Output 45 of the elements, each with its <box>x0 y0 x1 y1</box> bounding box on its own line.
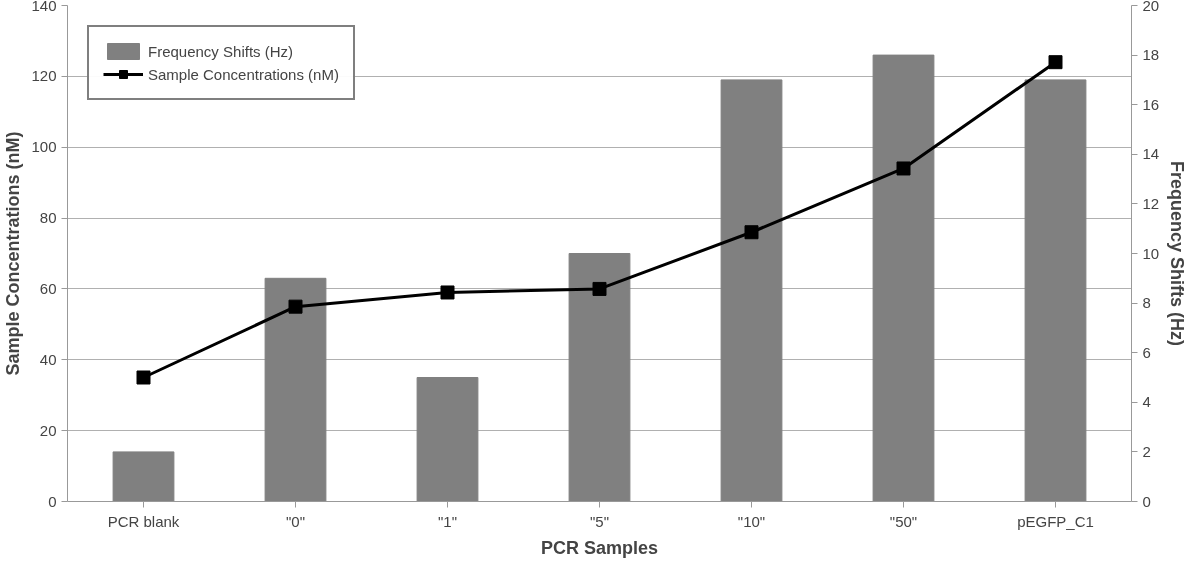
x-axis-title: PCR Samples <box>540 537 659 558</box>
y2-tick-label: 20 <box>1142 0 1160 14</box>
y2-tick-label: 16 <box>1142 95 1160 113</box>
y-tick-label: 20 <box>39 421 57 439</box>
y2-tick-label: 0 <box>1142 492 1151 510</box>
point <box>592 281 607 296</box>
bar <box>1024 79 1087 502</box>
x-tick-label: PCR blank <box>107 512 180 530</box>
legend-label: Frequency Shifts (Hz) <box>148 42 294 60</box>
y2-tick-label: 10 <box>1142 244 1160 262</box>
point <box>288 299 303 314</box>
bar <box>720 79 783 502</box>
y2-tick-label: 12 <box>1142 194 1160 212</box>
bar <box>568 253 631 502</box>
x-tick-label: "50" <box>889 512 918 530</box>
x-tick-label: "1" <box>438 512 457 530</box>
point <box>136 370 151 385</box>
bar <box>416 377 479 502</box>
legend-label: Sample Concentrations (nM) <box>148 65 339 83</box>
x-tick-label: "5" <box>590 512 609 530</box>
bar <box>264 277 327 502</box>
y-tick-label: 120 <box>31 67 57 85</box>
y-tick-label: 40 <box>39 350 57 368</box>
y2-tick-label: 8 <box>1142 294 1151 312</box>
y2-tick-label: 14 <box>1142 145 1160 163</box>
y2-axis-title: Frequency Shifts (Hz) <box>1167 160 1188 347</box>
y2-tick-label: 6 <box>1142 343 1151 361</box>
y-tick-label: 80 <box>39 209 57 227</box>
y2-tick-label: 4 <box>1142 393 1151 411</box>
bar <box>112 451 175 502</box>
point <box>744 225 759 240</box>
point <box>440 285 455 300</box>
x-tick-label: pEGFP_C1 <box>1017 512 1094 530</box>
x-tick-label: "10" <box>737 512 766 530</box>
x-tick-label: "0" <box>286 512 305 530</box>
point <box>1048 55 1063 70</box>
y-tick-label: 140 <box>31 0 57 14</box>
y-tick-label: 0 <box>48 492 57 510</box>
y-tick-label: 100 <box>31 138 57 156</box>
y2-tick-label: 2 <box>1142 442 1151 460</box>
bar <box>872 54 935 502</box>
y-axis-title: Sample Concentrations (nM) <box>3 131 24 376</box>
point <box>896 161 911 176</box>
y-tick-label: 60 <box>39 279 57 297</box>
y2-tick-label: 18 <box>1142 46 1160 64</box>
